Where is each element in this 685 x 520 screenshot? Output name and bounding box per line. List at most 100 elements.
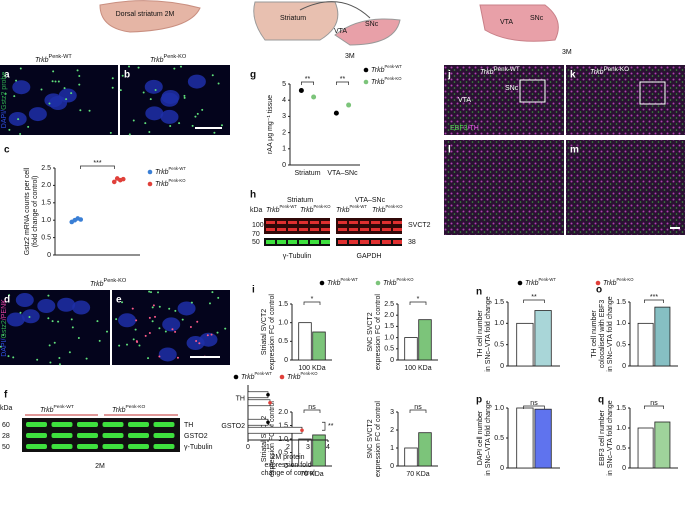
probe-dot: [118, 344, 121, 347]
penk-dot: [154, 315, 157, 318]
probe-dot: [126, 343, 129, 346]
probe-dot: [19, 132, 22, 135]
band-label: SVCT2: [408, 222, 431, 229]
genotype-sup: Penk-WT: [340, 277, 358, 282]
probe-dot: [58, 363, 61, 366]
genotype-sup: Penk-KO: [300, 371, 318, 376]
sig-bracket: [644, 405, 664, 409]
genotype-label: TrkbPenk-KO: [383, 277, 414, 287]
probe-dot: [169, 125, 172, 128]
panel-letter: h: [250, 190, 256, 201]
probe-dot: [70, 318, 73, 321]
y-tick-label: 1.5: [41, 200, 51, 207]
vta-schematic: [479, 4, 559, 42]
genotype-base: Trkb: [372, 207, 386, 214]
probe-dot: [2, 334, 5, 337]
blot-band: [26, 433, 47, 438]
sig-bracket: [523, 405, 545, 409]
dot: [120, 176, 126, 182]
nucleus: [58, 88, 77, 103]
stain-label: DAPI/Gstz2/PENK: [1, 299, 8, 357]
significance: ***: [93, 160, 101, 167]
marker-label: 100: [252, 222, 264, 229]
bar: [247, 426, 303, 434]
sig-bracket: [80, 165, 115, 169]
significance: *: [311, 296, 314, 303]
probe-dot: [63, 87, 66, 90]
y-tick-label: 0: [622, 363, 626, 370]
y-tick-label: 2.5: [384, 301, 394, 308]
probe-dot: [85, 357, 88, 360]
probe-dot: [4, 92, 7, 95]
y-tick-label: 0: [282, 162, 286, 169]
penk-dot: [135, 340, 138, 343]
nucleus: [15, 293, 34, 308]
panel-letter: l: [448, 145, 451, 156]
genotype-label: TrkbPenk-WT: [241, 371, 272, 381]
y-axis-label: expression FC of control: [269, 294, 276, 370]
dot: [111, 179, 117, 185]
y-tick-label: 2.5: [41, 165, 51, 172]
y-axis-label: SNC SVCT2: [367, 419, 374, 458]
blot-band: [26, 422, 47, 427]
probe-dot: [111, 77, 114, 80]
probe-dot: [211, 74, 214, 77]
probe-dot: [128, 133, 131, 136]
probe-dot: [168, 307, 171, 310]
dot: [268, 400, 272, 405]
blot-band: [360, 240, 369, 244]
genotype-base: Trkb: [241, 374, 255, 381]
bar: [298, 322, 312, 361]
penk-dot: [195, 340, 198, 343]
genotype-sup: Penk-WT: [48, 54, 72, 60]
y-axis-label: TH cell number: [591, 310, 598, 358]
penk-dot: [158, 355, 161, 358]
probe-dot: [115, 318, 118, 321]
blot-band: [371, 240, 380, 244]
genotype-sup: Penk-KO: [103, 278, 126, 284]
dot: [298, 87, 304, 93]
genotype-base: Trkb: [112, 407, 126, 414]
probe-dot: [36, 358, 39, 361]
nucleus: [57, 297, 76, 312]
genotype-base: Trkb: [383, 280, 397, 287]
blot-band: [102, 433, 124, 438]
significance: ns: [530, 400, 538, 407]
significance: *: [417, 296, 420, 303]
penk-dot: [198, 342, 201, 345]
probe-dot: [181, 318, 184, 321]
genotype-base: Trkb: [590, 69, 604, 76]
probe-dot: [174, 309, 177, 312]
probe-dot: [48, 344, 51, 347]
blot-band: [360, 228, 369, 231]
probe-dot: [48, 102, 51, 105]
legend-marker: [279, 374, 285, 380]
genotype-sup: Penk-WT: [53, 404, 73, 410]
y-tick-label: 1.5: [278, 301, 288, 308]
probe-dot: [190, 301, 193, 304]
nucleus: [72, 300, 91, 315]
y-tick-label: 2: [390, 427, 394, 434]
stain-part: Gstz2: [1, 320, 8, 338]
loading-label: γ-Tubulin: [283, 253, 312, 260]
genotype-base: Trkb: [336, 207, 350, 214]
probe-dot: [157, 291, 160, 294]
inset-box: [639, 81, 666, 105]
sig-bracket: [303, 301, 321, 305]
y-tick-label: 3: [282, 113, 286, 120]
probe-dot: [151, 320, 154, 323]
genotype-label: TrkbPenk-KO: [371, 76, 402, 86]
probe-dot: [77, 336, 80, 339]
probe-dot: [138, 344, 141, 347]
panel-letter: i: [252, 285, 255, 296]
midbrain-schematic: [334, 18, 401, 46]
band-label: 38: [408, 239, 416, 246]
bar: [298, 438, 312, 467]
blot-band: [277, 228, 286, 231]
sig-bracket: [409, 301, 427, 305]
x-axis-label: 70 KDa: [406, 471, 429, 478]
genotype-base: Trkb: [155, 169, 169, 176]
blot-band: [321, 228, 330, 231]
probe-dot: [78, 83, 81, 86]
penk-dot: [152, 304, 155, 307]
